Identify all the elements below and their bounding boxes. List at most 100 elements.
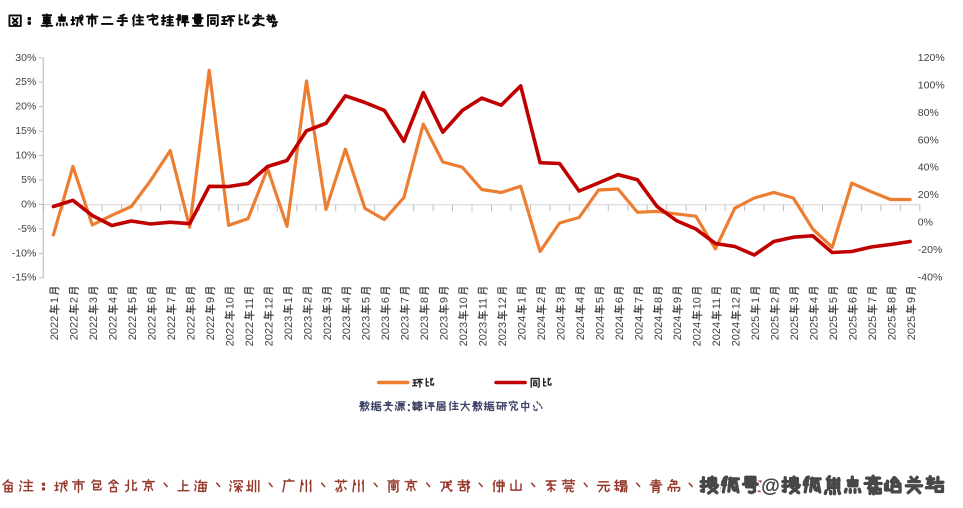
svg-text:5: 5 xyxy=(361,297,373,303)
svg-text:11: 11 xyxy=(711,298,723,309)
svg-text:1: 1 xyxy=(49,297,61,303)
svg-text:2: 2 xyxy=(536,297,548,303)
svg-text:1: 1 xyxy=(283,297,295,303)
svg-text:5: 5 xyxy=(594,297,606,303)
svg-text:2025: 2025 xyxy=(886,316,898,340)
svg-text:2023: 2023 xyxy=(478,322,490,346)
svg-text:100%: 100% xyxy=(918,79,945,91)
svg-text:2023: 2023 xyxy=(302,316,314,340)
svg-text:2022: 2022 xyxy=(205,316,217,340)
svg-text:20%: 20% xyxy=(918,189,939,201)
svg-text:-10%: -10% xyxy=(12,247,37,259)
svg-text:20%: 20% xyxy=(15,101,36,113)
svg-text:2024: 2024 xyxy=(692,322,704,346)
svg-text:6: 6 xyxy=(380,297,392,303)
svg-text:2024: 2024 xyxy=(575,316,587,340)
svg-text:9: 9 xyxy=(672,297,684,303)
svg-text:40%: 40% xyxy=(918,162,939,174)
svg-text:2022: 2022 xyxy=(263,322,275,346)
svg-text:10: 10 xyxy=(692,297,704,309)
svg-text:7: 7 xyxy=(633,297,645,303)
svg-text:6: 6 xyxy=(847,297,859,303)
svg-text:2024: 2024 xyxy=(516,316,528,340)
svg-text:4: 4 xyxy=(108,297,120,303)
svg-text:10: 10 xyxy=(458,297,470,309)
svg-text:2024: 2024 xyxy=(536,316,548,340)
svg-text:11: 11 xyxy=(478,298,490,309)
svg-text:2023: 2023 xyxy=(380,316,392,340)
svg-text:12: 12 xyxy=(731,297,743,309)
svg-text:2023: 2023 xyxy=(361,316,373,340)
svg-text:1: 1 xyxy=(516,297,528,303)
svg-text:2025: 2025 xyxy=(809,316,821,340)
svg-text:0%: 0% xyxy=(918,217,933,229)
svg-text:2024: 2024 xyxy=(653,316,665,340)
svg-text:30%: 30% xyxy=(15,52,36,64)
svg-text:10: 10 xyxy=(224,297,236,309)
svg-text:@: @ xyxy=(761,476,780,497)
svg-text:-20%: -20% xyxy=(918,244,943,256)
svg-text:2025: 2025 xyxy=(867,316,879,340)
svg-text:5: 5 xyxy=(828,297,840,303)
svg-text:2025: 2025 xyxy=(906,316,918,340)
svg-text:2022: 2022 xyxy=(49,316,61,340)
svg-text:8: 8 xyxy=(185,297,197,303)
svg-text:9: 9 xyxy=(205,297,217,303)
svg-text:12: 12 xyxy=(497,297,509,309)
svg-text:15%: 15% xyxy=(15,125,36,137)
svg-text:9: 9 xyxy=(439,297,451,303)
svg-text:80%: 80% xyxy=(918,107,939,119)
svg-text:12: 12 xyxy=(263,297,275,309)
svg-text:2023: 2023 xyxy=(283,316,295,340)
svg-text:6: 6 xyxy=(147,297,159,303)
svg-text:4: 4 xyxy=(575,297,587,303)
svg-text:8: 8 xyxy=(886,297,898,303)
svg-text:2: 2 xyxy=(69,297,81,303)
svg-text:2024: 2024 xyxy=(711,322,723,346)
svg-text:2025: 2025 xyxy=(770,316,782,340)
svg-text:0%: 0% xyxy=(21,198,36,210)
svg-text:4: 4 xyxy=(809,297,821,303)
svg-text:2022: 2022 xyxy=(185,316,197,340)
svg-text:4: 4 xyxy=(341,297,353,303)
svg-text:2024: 2024 xyxy=(614,316,626,340)
svg-text:9: 9 xyxy=(906,297,918,303)
svg-text:2023: 2023 xyxy=(341,316,353,340)
svg-text:2022: 2022 xyxy=(69,316,81,340)
svg-text:3: 3 xyxy=(789,297,801,303)
svg-text:8: 8 xyxy=(419,297,431,303)
svg-text:2023: 2023 xyxy=(497,322,509,346)
svg-text:7: 7 xyxy=(867,297,879,303)
svg-text:2025: 2025 xyxy=(828,316,840,340)
svg-text:2023: 2023 xyxy=(400,316,412,340)
svg-text:2022: 2022 xyxy=(224,322,236,346)
svg-text:2024: 2024 xyxy=(555,316,567,340)
svg-text:2024: 2024 xyxy=(594,316,606,340)
svg-text:10%: 10% xyxy=(15,150,36,162)
svg-text:5%: 5% xyxy=(21,174,36,186)
svg-text:2024: 2024 xyxy=(731,322,743,346)
svg-text:2: 2 xyxy=(770,297,782,303)
svg-text:8: 8 xyxy=(653,297,665,303)
svg-text:2023: 2023 xyxy=(458,322,470,346)
svg-text:11: 11 xyxy=(244,298,256,309)
svg-text:2025: 2025 xyxy=(789,316,801,340)
svg-text:2022: 2022 xyxy=(166,316,178,340)
svg-text:2024: 2024 xyxy=(633,316,645,340)
svg-text:3: 3 xyxy=(322,297,334,303)
svg-text:2024: 2024 xyxy=(672,316,684,340)
svg-text:3: 3 xyxy=(88,297,100,303)
svg-text:2025: 2025 xyxy=(750,316,762,340)
svg-text:-15%: -15% xyxy=(12,272,37,284)
svg-text:5: 5 xyxy=(127,297,139,303)
svg-text:-40%: -40% xyxy=(918,272,943,284)
svg-text:3: 3 xyxy=(555,297,567,303)
svg-text:@: @ xyxy=(761,476,780,497)
svg-text:6: 6 xyxy=(614,297,626,303)
svg-text:2022: 2022 xyxy=(147,316,159,340)
svg-text:2023: 2023 xyxy=(419,316,431,340)
svg-text:7: 7 xyxy=(166,297,178,303)
svg-text:60%: 60% xyxy=(918,134,939,146)
svg-text:2022: 2022 xyxy=(244,322,256,346)
svg-text:2025: 2025 xyxy=(847,316,859,340)
